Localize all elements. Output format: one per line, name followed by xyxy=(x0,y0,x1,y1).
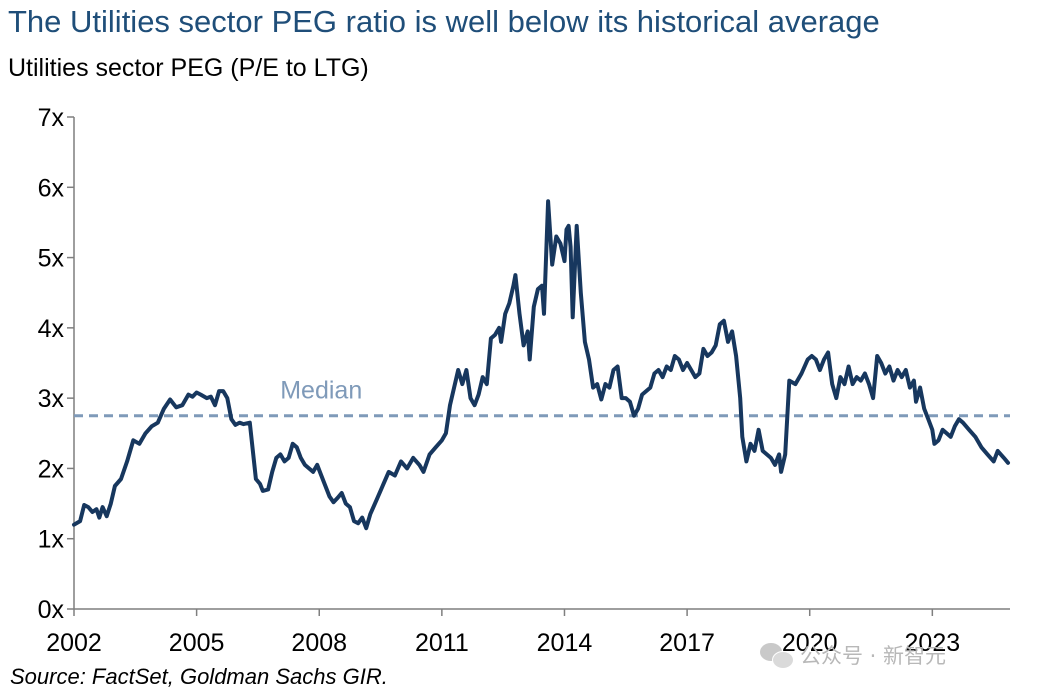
y-tick-label: 4x xyxy=(38,315,65,343)
chart-axes: 0x 1x 2x 3x 4x 5x 6x 7x 2002 2005 2008 2011 2014 2017… xyxy=(38,104,1010,657)
y-tick-label: 0x xyxy=(38,596,65,624)
x-tick-label: 2023 xyxy=(905,629,961,657)
series-layer xyxy=(72,199,1010,531)
chart-title: The Utilities sector PEG ratio is well b… xyxy=(8,4,880,39)
x-tick-label: 2002 xyxy=(46,629,102,657)
x-tick-label: 2011 xyxy=(415,629,469,657)
y-tick-label: 6x xyxy=(38,174,65,202)
source-note: Source: FactSet, Goldman Sachs GIR. xyxy=(10,664,388,689)
x-tick-label: 2014 xyxy=(537,629,593,657)
y-tick-label: 1x xyxy=(38,526,65,554)
median-label: Median xyxy=(280,377,362,405)
y-tick-label: 3x xyxy=(38,385,65,413)
y-tick-label: 5x xyxy=(38,245,65,273)
watermark-text: 公众号 · 新智元 xyxy=(800,644,947,668)
wechat-icon xyxy=(760,641,794,669)
watermark: 公众号 · 新智元 xyxy=(760,640,946,670)
x-tick-label: 2008 xyxy=(291,629,347,657)
x-tick-label: 2017 xyxy=(659,629,715,657)
y-tick-label: 2x xyxy=(38,455,65,483)
x-tick-label: 2020 xyxy=(782,629,838,657)
y-tick-label: 7x xyxy=(38,104,65,132)
x-tick-label: 2005 xyxy=(169,629,225,657)
series-line xyxy=(72,199,1010,531)
chart-subtitle: Utilities sector PEG (P/E to LTG) xyxy=(8,54,369,82)
